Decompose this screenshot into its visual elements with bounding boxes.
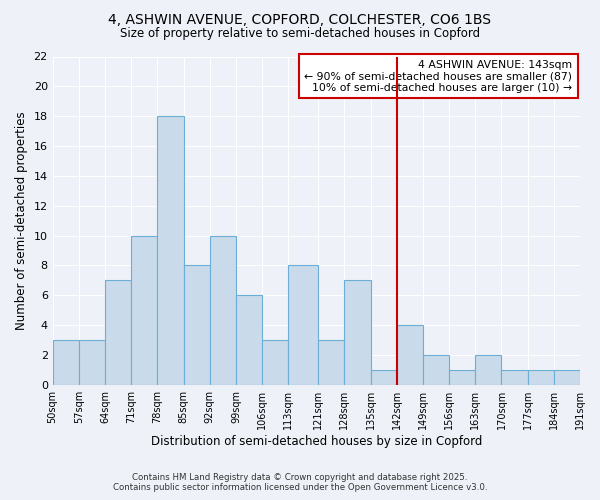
Bar <box>53 340 79 384</box>
Bar <box>262 340 288 384</box>
Bar <box>131 236 157 384</box>
Bar <box>527 370 554 384</box>
Text: Contains HM Land Registry data © Crown copyright and database right 2025.
Contai: Contains HM Land Registry data © Crown c… <box>113 473 487 492</box>
Bar <box>210 236 236 384</box>
Bar <box>554 370 580 384</box>
Text: 4, ASHWIN AVENUE, COPFORD, COLCHESTER, CO6 1BS: 4, ASHWIN AVENUE, COPFORD, COLCHESTER, C… <box>109 12 491 26</box>
Bar <box>318 340 344 384</box>
Bar <box>502 370 527 384</box>
Bar <box>397 325 423 384</box>
Bar <box>157 116 184 384</box>
Bar <box>236 295 262 384</box>
Bar <box>184 266 210 384</box>
Bar <box>105 280 131 384</box>
Bar <box>475 355 502 384</box>
Bar <box>344 280 371 384</box>
Bar <box>79 340 105 384</box>
X-axis label: Distribution of semi-detached houses by size in Copford: Distribution of semi-detached houses by … <box>151 434 482 448</box>
Y-axis label: Number of semi-detached properties: Number of semi-detached properties <box>15 112 28 330</box>
Bar <box>371 370 397 384</box>
Bar <box>449 370 475 384</box>
Bar <box>423 355 449 384</box>
Bar <box>288 266 318 384</box>
Text: Size of property relative to semi-detached houses in Copford: Size of property relative to semi-detach… <box>120 28 480 40</box>
Text: 4 ASHWIN AVENUE: 143sqm
← 90% of semi-detached houses are smaller (87)
10% of se: 4 ASHWIN AVENUE: 143sqm ← 90% of semi-de… <box>304 60 572 93</box>
